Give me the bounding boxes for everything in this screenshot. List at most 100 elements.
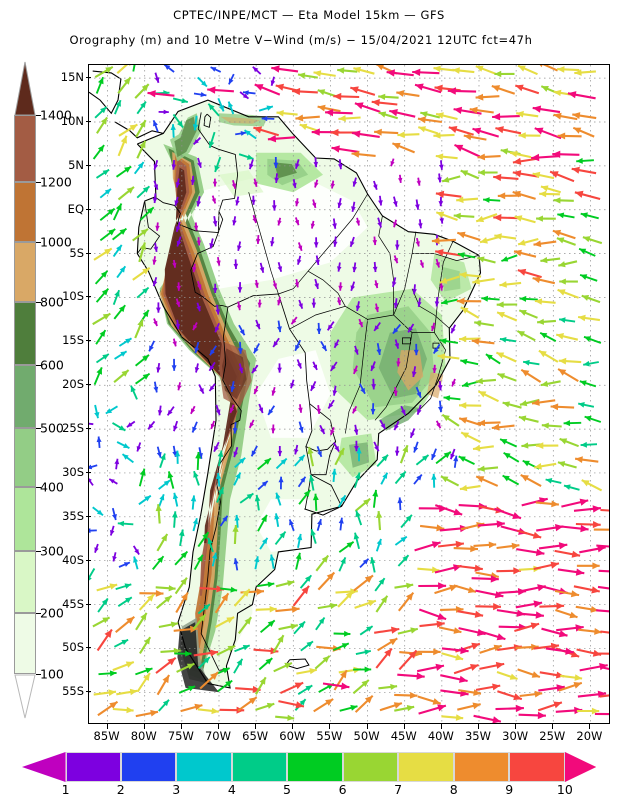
wind-arrow-head: [325, 108, 334, 117]
longitude-tick-label: 85W: [93, 729, 120, 743]
wind-arrow-head: [265, 658, 273, 665]
wind-arrow-head: [211, 198, 216, 204]
latitude-tick-label: 55S: [62, 684, 84, 699]
wind-arrow-head: [406, 582, 414, 589]
wind-arrow-head: [139, 468, 146, 476]
wind-arrow-head: [273, 162, 279, 168]
map-boundary-line: [203, 113, 212, 128]
wind-arrow-head: [267, 135, 277, 143]
wind-arrow-head: [435, 663, 444, 671]
wind-arrow-head: [453, 212, 461, 220]
orography-tick-mark: [36, 428, 41, 429]
wind-arrow-shaft: [89, 464, 98, 469]
wind-arrow-head: [269, 554, 275, 561]
wind-arrow-head: [167, 471, 174, 479]
wind-arrow-head: [270, 241, 275, 247]
wind-arrow-head: [261, 116, 268, 122]
wind-arrow-head: [104, 629, 112, 638]
wind-arrow-head: [340, 495, 346, 502]
wind-arrow-head: [181, 592, 188, 601]
map-boundary-line: [89, 70, 122, 115]
wind-arrow-head: [509, 673, 518, 680]
wind-arrow-head: [553, 701, 562, 709]
wind-arrow-head: [495, 126, 504, 134]
wind-arrow-head: [193, 225, 199, 231]
wind-arrow-head: [514, 249, 522, 257]
orography-colorbar-extend-low: [14, 674, 36, 720]
wind-arrow-head: [353, 429, 359, 435]
longitude-tick-mark: [552, 724, 554, 729]
wind-arrow-head: [232, 428, 238, 434]
wind-arrow-head: [144, 495, 151, 502]
wind-arrow-head: [102, 354, 109, 360]
wind-arrow-head: [532, 531, 542, 539]
wind-arrow-head: [115, 203, 122, 211]
wind-arrow-head: [207, 537, 213, 545]
wind-arrow-head: [473, 689, 481, 696]
wind-tick-label: 6: [338, 782, 347, 797]
orography-colorbar-segment: [14, 115, 36, 182]
wind-arrow-head: [533, 600, 543, 608]
wind-arrow-head: [492, 716, 501, 723]
wind-arrow-head: [303, 490, 311, 497]
wind-arrow-head: [253, 126, 263, 134]
wind-arrow-head: [235, 200, 240, 206]
wind-arrow-head: [591, 707, 600, 715]
wind-arrow-head: [163, 109, 169, 115]
map-plot-area[interactable]: [88, 64, 610, 724]
map-boundary-line: [136, 200, 161, 254]
wind-arrow-head: [125, 597, 132, 604]
wind-arrow-head: [311, 302, 317, 308]
wind-arrow-head: [164, 595, 172, 603]
wind-arrow-head: [218, 105, 224, 112]
wind-arrow-head: [298, 72, 306, 79]
wind-arrow-head: [352, 266, 357, 273]
wind-arrow-head: [146, 207, 154, 214]
longitude-tick-mark: [292, 724, 294, 729]
wind-arrow-head: [330, 602, 338, 610]
wind-arrow-head: [436, 211, 445, 218]
wind-arrow-head: [355, 472, 361, 480]
wind-arrow-head: [472, 702, 481, 710]
wind-arrow-head: [262, 537, 268, 545]
wind-arrow-head: [159, 494, 165, 501]
wind-arrow-head: [236, 305, 242, 311]
wind-arrow-head: [280, 458, 287, 465]
wind-arrow-head: [370, 557, 376, 564]
wind-arrow-head: [575, 456, 583, 463]
wind-arrow-head: [273, 341, 279, 347]
wind-arrow-head: [557, 66, 565, 73]
wind-arrow-head: [459, 417, 468, 424]
wind-arrow-head: [364, 575, 373, 583]
wind-arrow-head: [534, 690, 543, 698]
wind-arrow-head: [207, 86, 216, 94]
page-title: CPTEC/INPE/MCT — Eta Model 15km — GFS: [173, 8, 445, 22]
wind-arrow-head: [458, 456, 466, 462]
wind-arrow-head: [317, 104, 326, 112]
wind-arrow-head: [175, 323, 181, 330]
wind-vector-layer: [89, 65, 609, 723]
wind-colorbar-segment: [120, 752, 177, 782]
wind-arrow-head: [254, 388, 259, 395]
wind-arrow-head: [336, 300, 342, 306]
wind-arrow-head: [277, 300, 282, 306]
wind-arrow-head: [374, 282, 379, 289]
wind-arrow-head: [372, 489, 379, 497]
wind-arrow-head: [474, 564, 483, 572]
wind-arrow-head: [573, 127, 582, 134]
wind-arrow-head: [180, 577, 187, 586]
wind-arrow-head: [272, 283, 277, 289]
wind-arrow-head: [198, 614, 206, 622]
wind-arrow-head: [277, 450, 283, 457]
wind-arrow-head: [510, 150, 518, 158]
wind-arrow-head: [310, 529, 316, 536]
wind-arrow-head: [261, 514, 267, 523]
wind-arrow-head: [305, 575, 312, 582]
wind-arrow-head: [575, 568, 585, 576]
wind-arrow-head: [364, 695, 373, 704]
wind-arrow-head: [374, 325, 380, 331]
wind-arrow-head: [215, 326, 220, 333]
wind-arrow-head: [488, 541, 497, 549]
map-canvas: [89, 65, 609, 723]
longitude-tick-mark: [143, 724, 145, 729]
